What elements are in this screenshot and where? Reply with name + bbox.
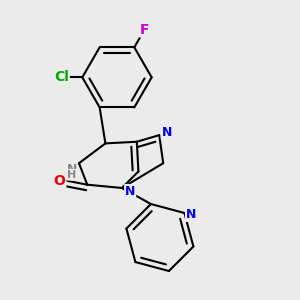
Text: O: O bbox=[54, 174, 65, 188]
Text: F: F bbox=[140, 22, 149, 37]
Text: N: N bbox=[67, 163, 77, 176]
Text: N: N bbox=[186, 208, 196, 221]
Text: Cl: Cl bbox=[54, 70, 69, 84]
Text: N: N bbox=[125, 185, 135, 198]
Text: N: N bbox=[162, 126, 172, 139]
Text: H: H bbox=[67, 170, 76, 180]
